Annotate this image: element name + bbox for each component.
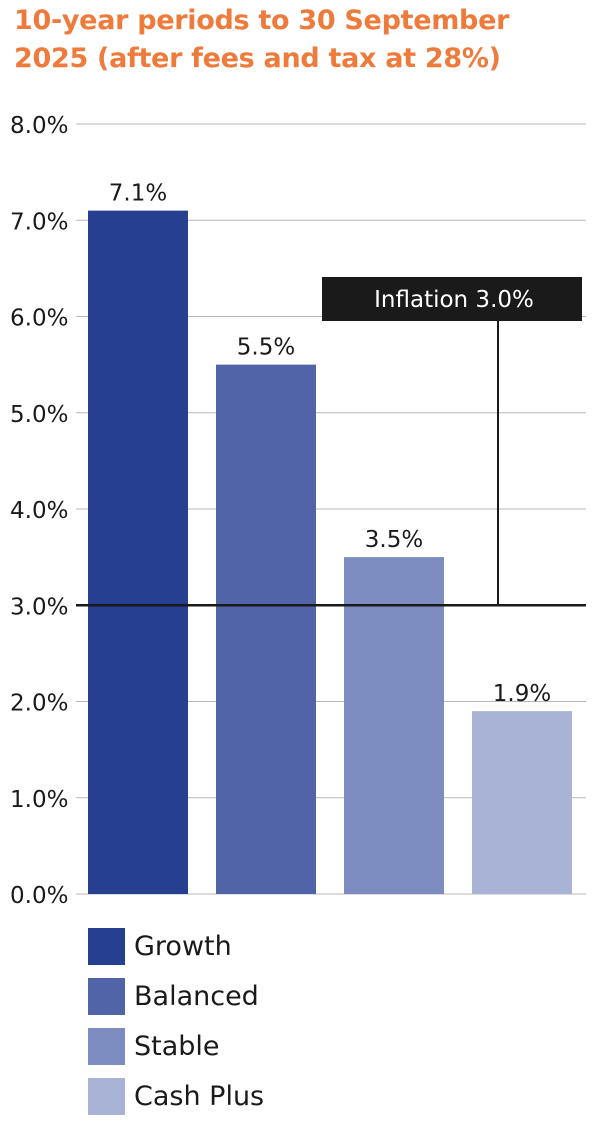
legend-label: Stable [134,1031,220,1062]
bar-chart: 0.0% 1.0% 2.0% 3.0% 4.0% 5.0% 6.0% 7.0% 8.0% 7.1%… [10,113,586,909]
inflation-label: Inflation 3.0% [374,287,534,313]
bar [88,210,188,894]
y-tick-label: 2.0% [10,691,68,717]
y-tick-label: 1.0% [10,787,68,813]
y-tick-label: 8.0% [10,113,68,139]
legend-swatch [88,1078,125,1115]
chart-title: 10-year periods to 30 September 2025 (af… [14,2,584,78]
y-tick-label: 4.0% [10,498,68,524]
legend-item: Growth [88,928,488,966]
bar [216,364,316,894]
data-label: 5.5% [237,335,295,361]
y-tick-label: 5.0% [10,402,68,428]
data-label: 7.1% [109,181,167,207]
legend-item: Balanced [88,978,488,1016]
legend-label: Balanced [134,981,259,1012]
y-tick-label: 3.0% [10,594,68,620]
legend-label: Cash Plus [134,1081,265,1112]
data-label: 3.5% [365,527,423,553]
inflation-label-box [322,277,582,321]
y-tick-label: 7.0% [10,209,68,235]
legend-swatch [88,928,125,965]
data-label: 1.9% [493,681,551,707]
legend-swatch [88,978,125,1015]
y-tick-label: 6.0% [10,306,68,332]
legend-item: Cash Plus [88,1078,488,1116]
bar [472,711,572,894]
chart-title-line-2: 2025 (after fees and tax at 28%) [14,43,501,74]
y-tick-label: 0.0% [10,883,68,909]
legend-item: Stable [88,1028,488,1066]
legend-swatch [88,1028,125,1065]
chart-title-line-1: 10-year periods to 30 September [14,5,510,36]
bar [344,557,444,894]
legend-label: Growth [134,931,232,962]
